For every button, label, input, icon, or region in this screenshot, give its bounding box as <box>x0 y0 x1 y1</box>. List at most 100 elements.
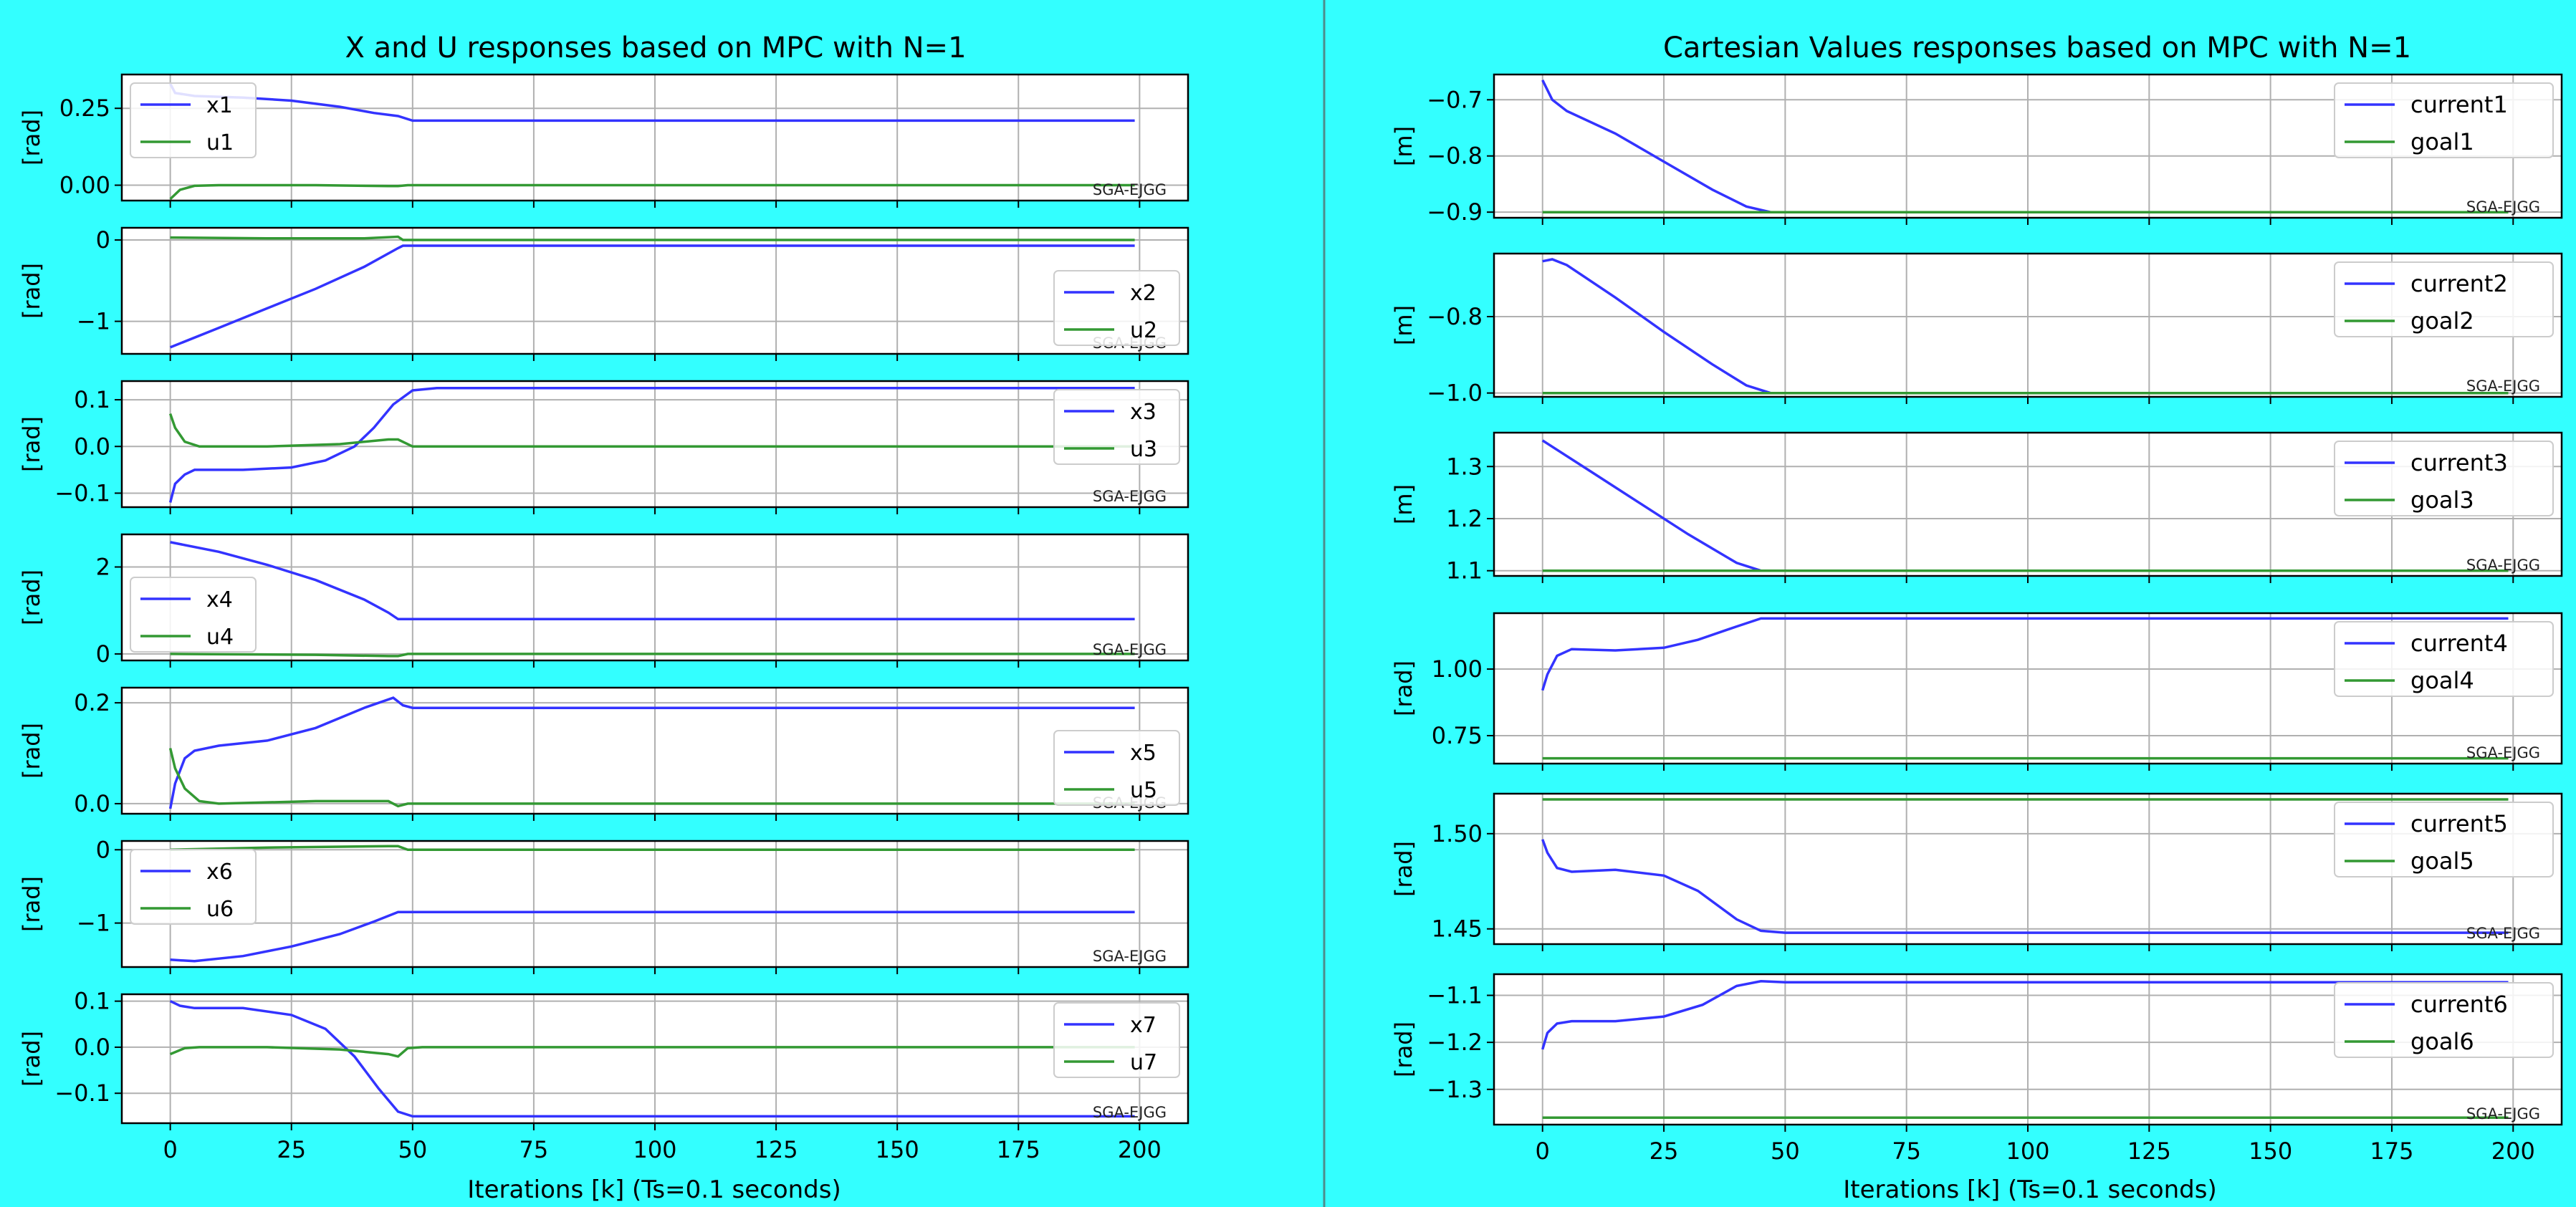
x-tick-label: 100 <box>2006 1138 2049 1165</box>
watermark-text: SGA-EJGG <box>2466 744 2540 761</box>
legend-box <box>2334 802 2554 877</box>
y-axis-label: [m] <box>1390 484 1417 524</box>
x-tick-label: 175 <box>997 1136 1040 1163</box>
series-line-current6 <box>1541 980 2509 1050</box>
plot-frame <box>1493 431 2563 577</box>
x-tick-label: 50 <box>398 1136 427 1163</box>
series-line-current1 <box>1541 80 2509 213</box>
legend-box <box>130 849 257 925</box>
legend-label-u6: u6 <box>206 897 234 922</box>
y-axis-label: [rad] <box>18 263 45 319</box>
y-tick-label: −1 <box>77 308 110 335</box>
plot-frame <box>120 993 1189 1125</box>
subplot-2-2: −1.0 −0.8 SGA-EJGG [m] current2 goal2 <box>1390 252 2563 407</box>
y-tick-label: 2 <box>96 554 110 581</box>
y-tick-label: 0.25 <box>59 95 110 122</box>
y-tick-label: 0 <box>96 640 110 668</box>
plot-frame <box>1493 792 2563 946</box>
legend-label-u1: u1 <box>206 130 234 155</box>
series-line-u3 <box>168 413 1135 448</box>
watermark-text: SGA-EJGG <box>1093 488 1167 505</box>
legend: current4 goal4 <box>2334 621 2554 697</box>
series-line-x7 <box>169 1000 1135 1118</box>
series-line-u2 <box>170 235 1135 241</box>
plot-frame <box>120 533 1189 662</box>
plot-frame <box>120 686 1189 815</box>
y-tick-label: 0 <box>96 836 110 863</box>
y-tick-label: −0.1 <box>54 479 110 506</box>
right-panel-title: Cartesian Values responses based on MPC … <box>1663 32 2411 64</box>
y-tick-label: 0.00 <box>59 172 110 199</box>
legend-label-goal4: goal4 <box>2410 667 2474 694</box>
legend-box <box>1053 270 1180 346</box>
watermark-text: SGA-EJGG <box>1093 641 1167 658</box>
y-tick-label: −0.1 <box>54 1079 110 1107</box>
legend-box <box>2334 982 2554 1058</box>
legend-label-x2: x2 <box>1130 281 1157 306</box>
x-tick-label: 75 <box>519 1136 549 1163</box>
legend-label-x6: x6 <box>206 860 233 885</box>
legend-box <box>2334 82 2554 158</box>
y-tick-label: 0 <box>96 226 110 254</box>
series-line-u5 <box>168 748 1135 808</box>
y-tick-label: 0.0 <box>74 790 110 817</box>
legend: current1 goal1 <box>2334 82 2554 158</box>
legend-label-x3: x3 <box>1130 400 1157 425</box>
y-axis-label: [rad] <box>18 416 45 472</box>
watermark-text: SGA-EJGG <box>2466 557 2540 574</box>
plot-frame <box>1493 73 2563 219</box>
subplot-2-6: −1.3 −1.2 −1.1 SGA-EJGG [rad] current6 goal6 <box>1390 973 2563 1132</box>
y-tick-label: −0.7 <box>1427 86 1483 113</box>
legend: current3 goal3 <box>2334 441 2554 516</box>
plot-frame <box>120 840 1189 968</box>
y-axis-label: [rad] <box>18 1031 45 1087</box>
left-x-axis-label: Iterations [k] (Ts=0.1 seconds) <box>467 1175 841 1204</box>
legend-box <box>130 577 257 653</box>
y-tick-label: 1.2 <box>1446 505 1483 532</box>
x-tick-label: 125 <box>755 1136 798 1163</box>
plot-frame <box>1493 252 2563 398</box>
y-axis-label: [m] <box>1390 126 1417 166</box>
y-tick-label: 0.1 <box>74 386 110 413</box>
left-panel-title: X and U responses based on MPC with N=1 <box>345 32 966 64</box>
y-tick-label: 1.45 <box>1432 915 1483 943</box>
x-tick-label: 125 <box>2127 1138 2171 1165</box>
y-tick-label: −0.9 <box>1427 198 1483 226</box>
watermark-text: SGA-EJGG <box>1093 1104 1167 1121</box>
legend-box <box>130 82 257 158</box>
x-tick-label: 25 <box>277 1136 306 1163</box>
y-tick-label: −1.1 <box>1427 982 1483 1009</box>
plot-frame <box>1493 612 2563 765</box>
y-axis-label: [rad] <box>18 876 45 932</box>
subplot-1-4: 0 2 SGA-EJGG [rad] x4 u4 <box>18 533 1189 668</box>
legend-label-u7: u7 <box>1130 1050 1157 1075</box>
series-line-u1 <box>169 183 1135 201</box>
legend-label-goal1: goal1 <box>2410 128 2474 155</box>
legend-label-goal5: goal5 <box>2410 847 2474 875</box>
legend: current5 goal5 <box>2334 802 2554 877</box>
x-tick-label: 100 <box>633 1136 676 1163</box>
y-axis-label: [rad] <box>1390 1021 1417 1077</box>
plot-frame <box>1493 973 2563 1126</box>
plot-frame <box>120 380 1189 509</box>
subplot-2-4: 0.75 1.00 SGA-EJGG [rad] current4 goal4 <box>1390 612 2563 771</box>
legend-label-x7: x7 <box>1130 1013 1157 1038</box>
y-axis-label: [m] <box>1390 305 1417 345</box>
series-line-x4 <box>170 541 1135 621</box>
y-axis-label: [rad] <box>1390 660 1417 716</box>
x-tick-label: 200 <box>2491 1138 2535 1165</box>
x-tick-label: 0 <box>1536 1138 1550 1165</box>
legend-label-x5: x5 <box>1130 741 1157 766</box>
x-tick-label: 50 <box>1771 1138 1800 1165</box>
x-tick-label: 150 <box>876 1136 919 1163</box>
subplot-2-5: 1.45 1.50 SGA-EJGG [rad] current5 goal5 <box>1390 792 2563 951</box>
y-axis-label: [rad] <box>1390 841 1417 897</box>
legend-label-current3: current3 <box>2410 449 2508 476</box>
